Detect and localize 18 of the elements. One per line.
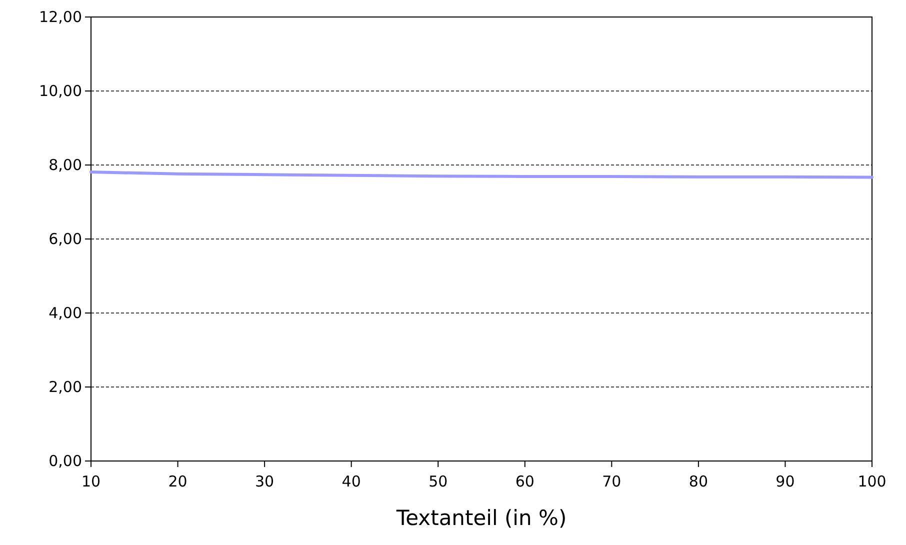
x-tick-label: 30 [255,472,274,490]
y-tick-label: 6,00 [48,230,82,248]
y-tick-label: 0,00 [48,452,82,470]
x-tick-label: 80 [688,472,708,490]
x-tick-label: 10 [81,472,101,490]
y-tick-label: 10,00 [39,82,82,100]
x-tick-label: 20 [168,472,188,490]
x-tick-label: 60 [515,472,534,490]
y-tick-label: 8,00 [48,156,82,174]
x-tick-label: 90 [776,472,795,490]
x-tick-label: 50 [428,472,448,490]
y-tick-label: 4,00 [48,304,82,322]
x-tick-label: 70 [602,472,622,490]
x-axis-title: Textanteil (in %) [395,506,567,530]
y-tick-label: 12,00 [39,8,82,26]
y-tick-label: 2,00 [48,378,82,396]
x-tick-label: 100 [858,472,886,490]
x-tick-label: 40 [342,472,361,490]
